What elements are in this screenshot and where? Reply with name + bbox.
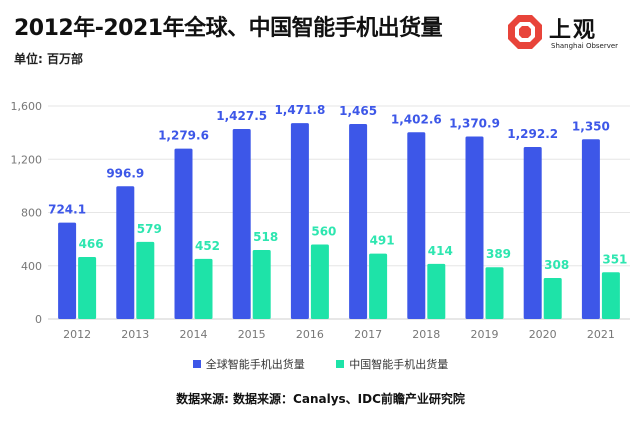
data-label-global: 1,402.6 xyxy=(391,112,442,126)
x-tick-label: 2017 xyxy=(354,328,382,341)
data-label-china: 414 xyxy=(428,244,453,258)
data-label-global: 1,350 xyxy=(572,119,610,133)
legend: 全球智能手机出货量 中国智能手机出货量 xyxy=(0,356,641,372)
x-tick-label: 2020 xyxy=(529,328,557,341)
bar-global xyxy=(174,148,193,319)
x-tick-label: 2012 xyxy=(63,328,91,341)
legend-item-global: 全球智能手机出货量 xyxy=(192,356,305,372)
logo-subtitle: Shanghai Observer xyxy=(551,42,619,50)
bar-global xyxy=(116,186,135,319)
data-label-china: 579 xyxy=(137,222,162,236)
x-tick-label: 2015 xyxy=(238,328,266,341)
bar-chart: 0 400 800 1,200 1,600 724.1 466 2012 996.9 579 201… xyxy=(11,100,630,341)
x-tick-label: 2019 xyxy=(471,328,499,341)
source-note: 数据来源: 数据来源：Canalys、IDC前瞻产业研究院 xyxy=(176,392,465,406)
logo: 上观 Shanghai Observer xyxy=(507,10,627,58)
data-label-china: 518 xyxy=(253,230,278,244)
y-tick-label: 400 xyxy=(21,260,42,273)
y-tick-label: 800 xyxy=(21,207,42,220)
data-label-global: 1,465 xyxy=(339,104,377,118)
bar-china xyxy=(543,277,562,319)
legend-item-china: 中国智能手机出货量 xyxy=(336,356,448,372)
legend-swatch-china xyxy=(336,360,345,368)
logo-brand: 上观 xyxy=(549,18,598,43)
x-tick-label: 2021 xyxy=(587,328,615,341)
x-tick-label: 2014 xyxy=(180,328,208,341)
x-tick-label: 2013 xyxy=(121,328,149,341)
data-label-global: 1,427.5 xyxy=(216,109,267,123)
y-tick-label: 1,200 xyxy=(11,153,43,166)
bar-china xyxy=(136,241,155,319)
x-tick-label: 2018 xyxy=(412,328,440,341)
y-tick-label: 0 xyxy=(35,313,42,326)
bar-global xyxy=(349,123,368,319)
data-label-china: 491 xyxy=(370,234,395,248)
bar-china xyxy=(194,258,213,319)
chart-title: 2012年-2021年全球、中国智能手机出货量 xyxy=(14,16,443,41)
data-label-global: 1,292.2 xyxy=(507,127,558,141)
bar-global xyxy=(465,136,484,319)
data-label-china: 308 xyxy=(544,258,569,272)
bar-china xyxy=(485,267,504,319)
unit-label: 单位: 百万部 xyxy=(14,52,83,66)
x-tick-label: 2016 xyxy=(296,328,324,341)
data-label-china: 560 xyxy=(311,224,336,238)
bar-global xyxy=(290,123,309,319)
data-label-china: 351 xyxy=(602,252,627,266)
legend-label-global: 全球智能手机出货量 xyxy=(205,358,305,371)
data-label-china: 466 xyxy=(79,237,104,251)
data-label-global: 724.1 xyxy=(48,203,86,217)
bar-global xyxy=(232,128,251,319)
bar-china xyxy=(601,272,620,319)
bar-china xyxy=(252,250,271,319)
logo-octagon-icon xyxy=(508,15,542,49)
data-label-global: 1,279.6 xyxy=(158,129,209,143)
legend-swatch-global xyxy=(192,360,201,368)
bar-china xyxy=(427,263,446,319)
bar-global xyxy=(407,132,426,319)
data-label-global: 1,471.8 xyxy=(274,103,325,117)
bar-global xyxy=(523,146,542,319)
bar-global xyxy=(581,139,600,319)
bar-china xyxy=(78,256,97,319)
data-label-global: 996.9 xyxy=(106,166,144,180)
data-label-china: 452 xyxy=(195,239,220,253)
legend-label-china: 中国智能手机出货量 xyxy=(349,358,449,371)
data-label-global: 1,370.9 xyxy=(449,116,500,130)
bar-china xyxy=(369,253,388,319)
data-label-china: 389 xyxy=(486,247,511,261)
bar-global xyxy=(58,222,77,319)
y-tick-label: 1,600 xyxy=(11,100,43,113)
bar-china xyxy=(310,244,329,319)
